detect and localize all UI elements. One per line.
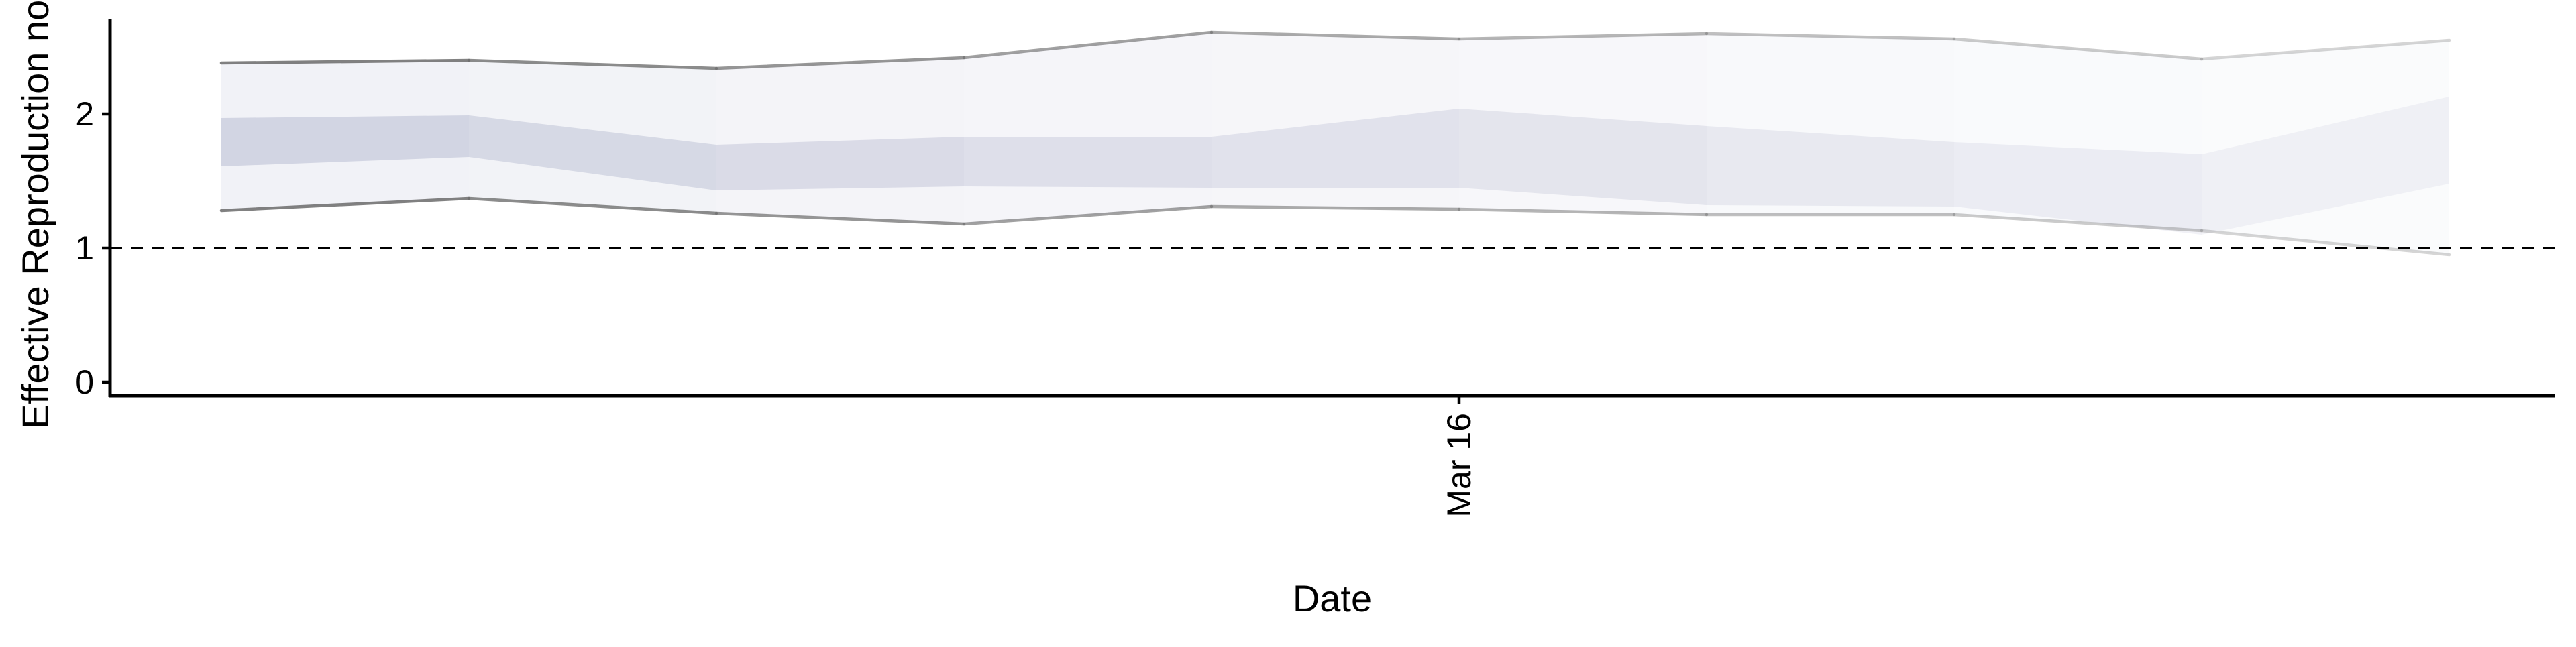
upper-bound-segment xyxy=(1457,32,1709,41)
outer-band-segment xyxy=(469,60,716,213)
inner-band-segment xyxy=(221,115,469,166)
outer-band-segment xyxy=(716,58,964,224)
upper-bound-segment xyxy=(1210,30,1461,41)
x-axis-title: Date xyxy=(1293,577,1372,620)
inner-band-segment xyxy=(2202,97,2449,235)
lower-bound-segment xyxy=(219,196,471,213)
upper-bound-segment xyxy=(2200,38,2451,61)
inner-band-segment xyxy=(469,115,716,190)
upper-bound-segment xyxy=(714,56,966,70)
inner-band-segment xyxy=(1954,142,2202,235)
inner-band-segment xyxy=(1459,109,1707,205)
outer-band-segment xyxy=(1707,34,1954,215)
inner-band-segment xyxy=(1212,109,1459,188)
outer-band-segment xyxy=(964,32,1212,224)
y-tick-label: 2 xyxy=(75,95,94,133)
outer-band-segment xyxy=(221,60,469,211)
lower-bound-segment xyxy=(2200,229,2451,257)
inner-band-segment xyxy=(716,137,964,190)
y-tick-label: 1 xyxy=(75,229,94,267)
upper-bound-segment xyxy=(962,30,1214,60)
lower-bound-segment xyxy=(1457,207,1709,217)
lower-bound-segment xyxy=(467,196,718,215)
upper-bound-segment xyxy=(1705,32,1956,41)
lower-bound-segment xyxy=(1210,204,1461,211)
lower-bound-segment xyxy=(714,211,966,226)
lower-bound-segment xyxy=(1952,213,2204,233)
upper-bound-segment xyxy=(219,58,471,65)
y-axis-ticks: 0 1 2 xyxy=(75,95,110,401)
outer-band-segment xyxy=(1212,32,1459,209)
outer-band-segment xyxy=(1459,34,1707,215)
uncertainty-bands xyxy=(221,32,2449,255)
upper-bound-segment xyxy=(1952,37,2204,61)
upper-bound-segment xyxy=(467,58,718,70)
lower-bound-segment xyxy=(962,204,1214,226)
x-axis-ticks: Mar 16 xyxy=(1440,396,1478,518)
y-tick-label: 0 xyxy=(75,363,94,401)
bound-lines xyxy=(219,30,2451,257)
y-axis-title: Effective Reproduction no. xyxy=(14,0,56,429)
outer-band-segment xyxy=(1954,39,2202,231)
outer-band-segment xyxy=(2202,40,2449,255)
inner-band-segment xyxy=(1707,126,1954,207)
inner-band-segment xyxy=(964,137,1212,188)
x-tick-label: Mar 16 xyxy=(1440,413,1478,518)
